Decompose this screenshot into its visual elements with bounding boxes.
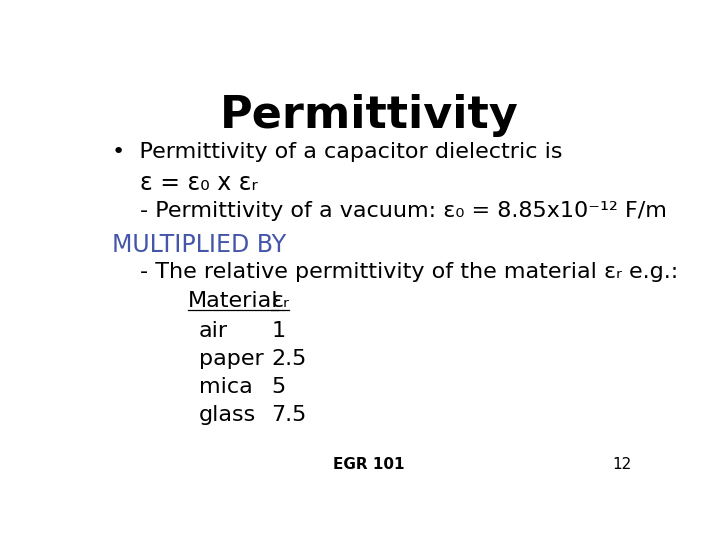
Text: 5: 5 bbox=[271, 377, 286, 397]
Text: mica: mica bbox=[199, 377, 253, 397]
Text: EGR 101: EGR 101 bbox=[333, 457, 405, 472]
Text: 2.5: 2.5 bbox=[271, 349, 307, 369]
Text: MULTIPLIED BY: MULTIPLIED BY bbox=[112, 233, 287, 257]
Text: - Permittivity of a vacuum: ε₀ = 8.85x10⁻¹² F/m: - Permittivity of a vacuum: ε₀ = 8.85x10… bbox=[140, 201, 667, 221]
Text: 1: 1 bbox=[271, 321, 285, 341]
Text: 12: 12 bbox=[612, 457, 631, 472]
Text: Permittivity: Permittivity bbox=[220, 94, 518, 137]
Text: air: air bbox=[199, 321, 228, 341]
Text: glass: glass bbox=[199, 406, 256, 426]
Text: - The relative permittivity of the material εᵣ e.g.:: - The relative permittivity of the mater… bbox=[140, 262, 678, 282]
Text: ε = ε₀ x εᵣ: ε = ε₀ x εᵣ bbox=[140, 171, 258, 195]
Text: εᵣ: εᵣ bbox=[271, 292, 289, 312]
Text: •  Permittivity of a capacitor dielectric is: • Permittivity of a capacitor dielectric… bbox=[112, 141, 563, 161]
Text: 7.5: 7.5 bbox=[271, 406, 307, 426]
Text: Material: Material bbox=[188, 292, 278, 312]
Text: paper: paper bbox=[199, 349, 264, 369]
